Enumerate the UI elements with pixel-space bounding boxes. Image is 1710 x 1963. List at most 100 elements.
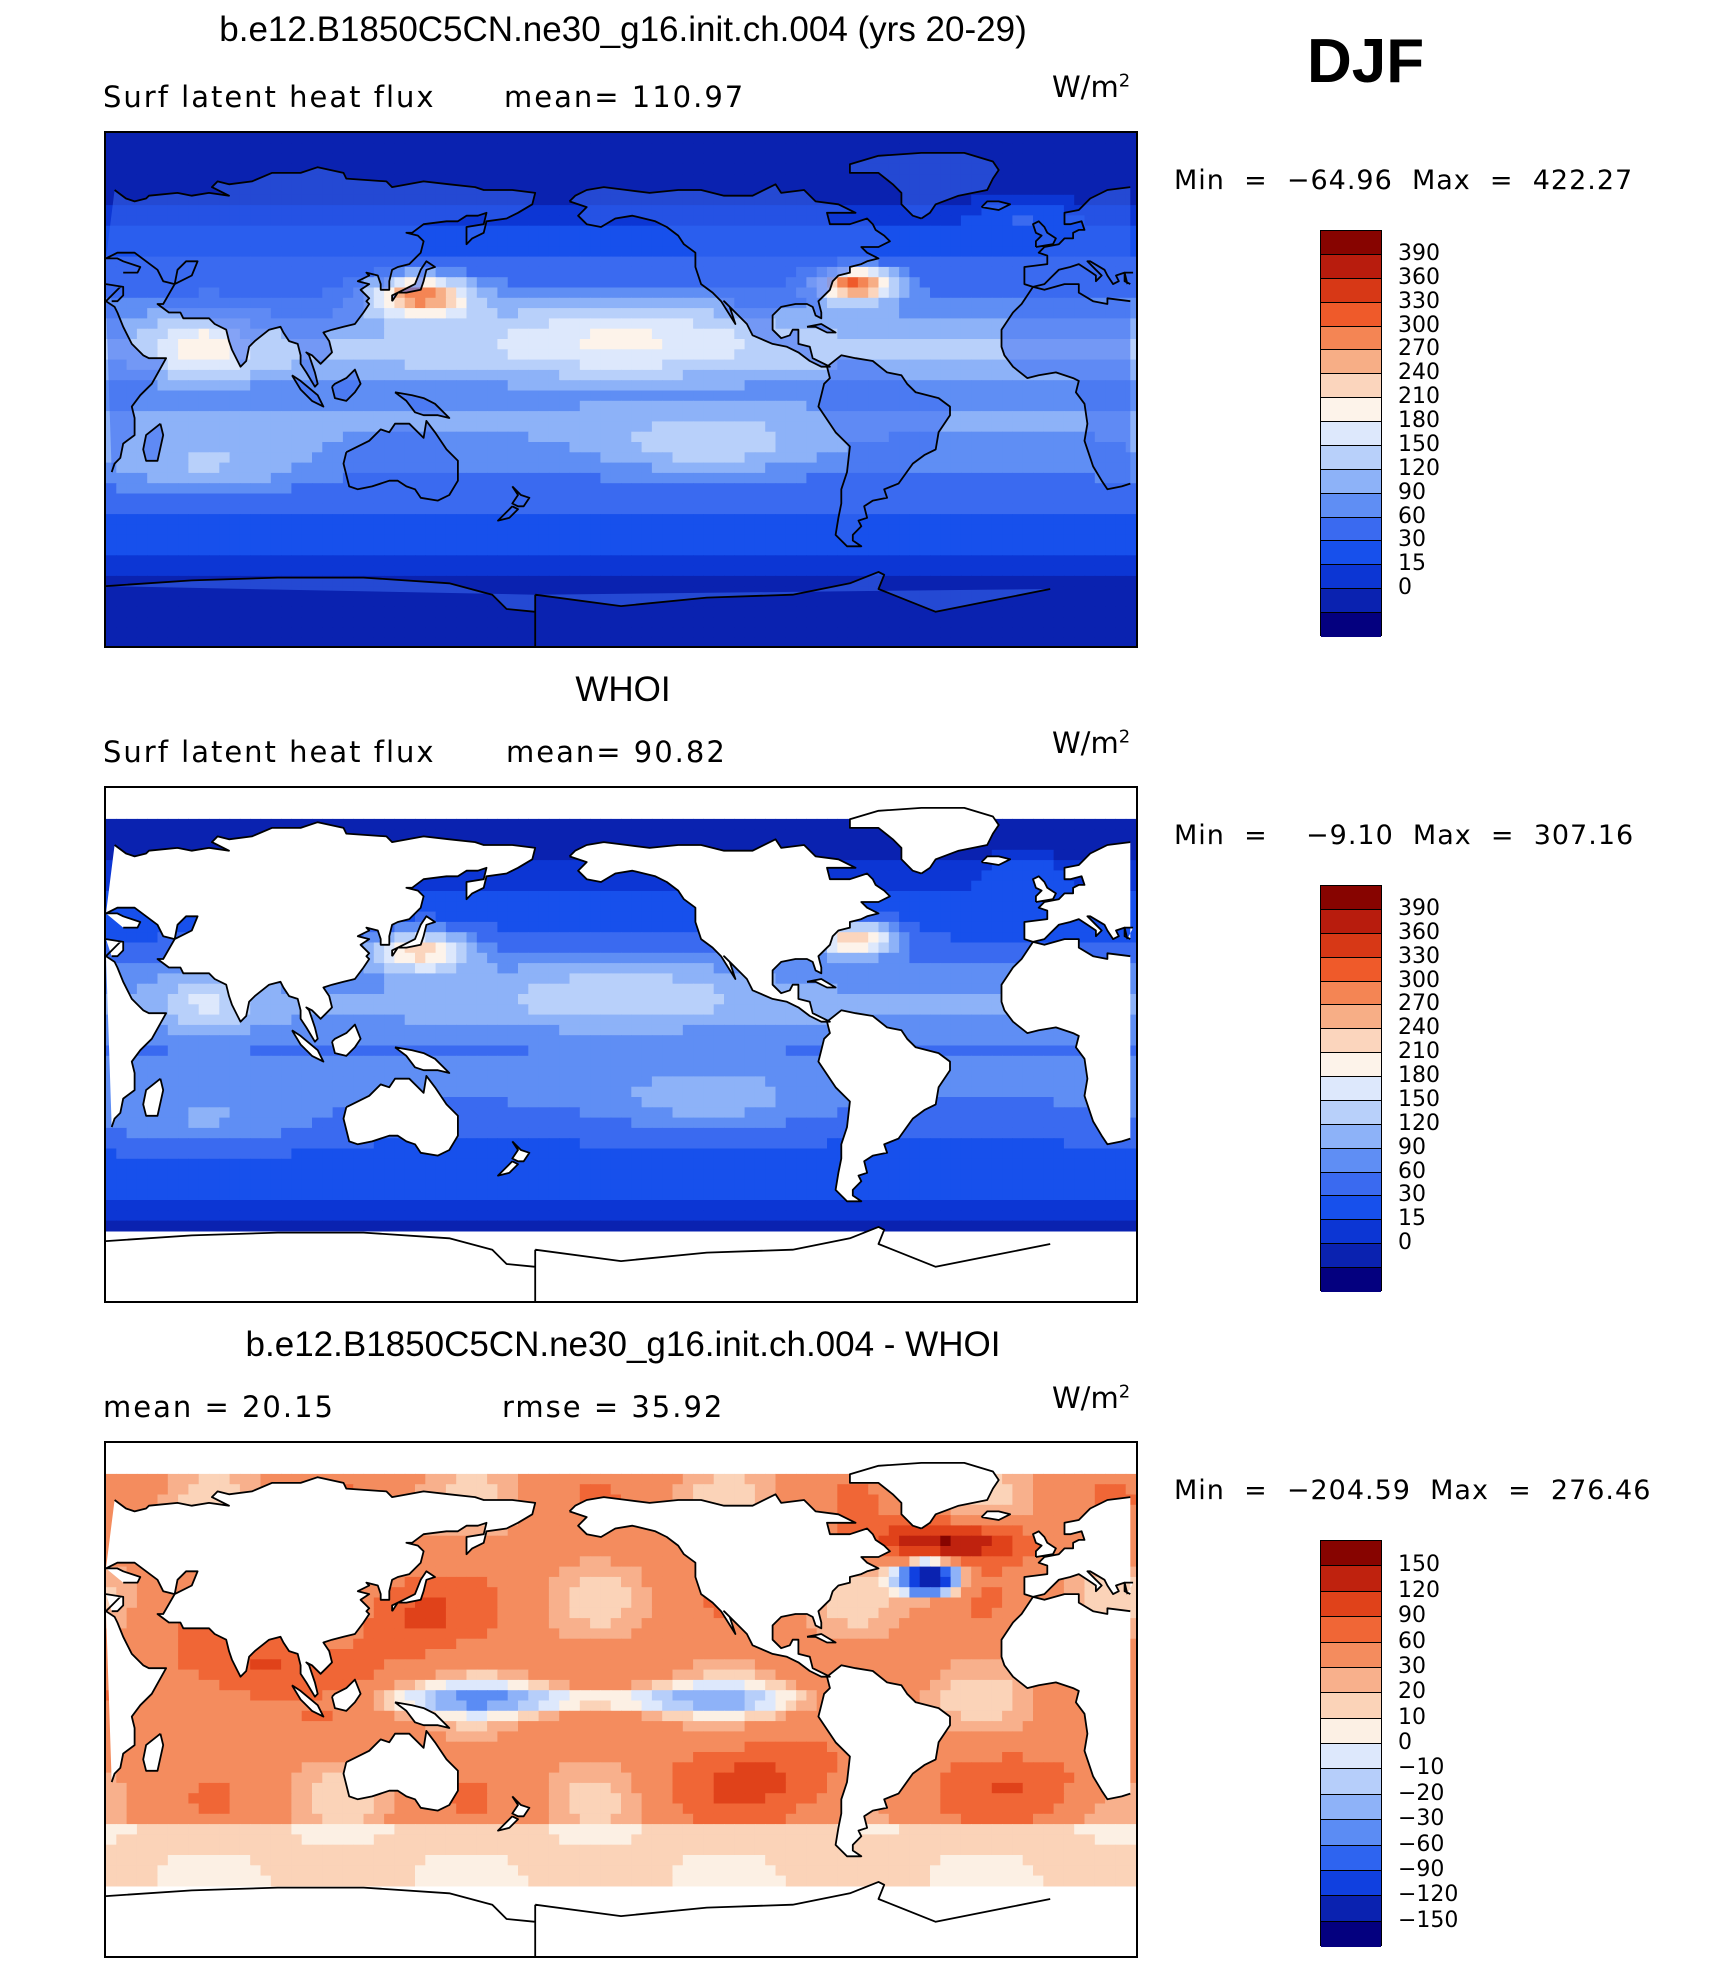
field-cell <box>651 349 663 361</box>
field-cell <box>682 133 694 144</box>
field-cell <box>785 627 797 639</box>
field-cell <box>899 493 910 505</box>
field-cell <box>353 411 365 422</box>
field-cell <box>425 133 437 144</box>
field-cell <box>404 503 416 515</box>
field-cell <box>415 369 426 381</box>
field-cell <box>229 545 241 556</box>
field-cell <box>971 308 983 319</box>
field-cell <box>425 256 437 268</box>
field-cell <box>1053 534 1065 546</box>
field-cell <box>775 606 787 618</box>
field-cell <box>435 534 447 546</box>
field-cell <box>569 225 581 237</box>
field-cell <box>209 442 220 453</box>
field-cell <box>1002 174 1013 186</box>
field-cell <box>126 606 138 618</box>
field-cell <box>126 596 138 608</box>
field-cell <box>631 318 643 330</box>
field-cell <box>147 266 159 278</box>
field-cell <box>270 586 282 598</box>
field-cell <box>868 133 880 144</box>
field-cell <box>167 349 179 361</box>
field-cell <box>631 421 643 433</box>
field-cell <box>579 421 591 433</box>
field-cell <box>1043 514 1055 525</box>
field-cell <box>1012 236 1024 247</box>
field-cell <box>384 339 395 350</box>
field-cell <box>754 586 766 598</box>
field-cell <box>116 617 128 628</box>
field-cell <box>116 575 128 587</box>
field-cell <box>981 297 993 309</box>
field-cell <box>281 565 292 577</box>
field-cell <box>816 534 828 546</box>
field-cell <box>456 555 468 567</box>
field-cell <box>610 586 622 598</box>
field-cell <box>239 514 251 525</box>
field-cell <box>229 431 241 443</box>
field-cell <box>1084 503 1096 515</box>
field-cell <box>363 380 375 392</box>
field-cell <box>415 627 426 639</box>
field-cell <box>724 493 735 505</box>
field-cell <box>332 452 344 464</box>
field-cell <box>610 266 622 278</box>
field-cell <box>106 472 117 484</box>
field-cell <box>1094 596 1106 608</box>
field-cell <box>312 596 323 608</box>
field-cell <box>342 143 354 155</box>
field-cell <box>878 308 890 319</box>
field-cell <box>116 266 128 278</box>
field-cell <box>106 637 117 646</box>
field-cell <box>693 163 704 175</box>
field-cell <box>507 153 519 165</box>
field-cell <box>1063 205 1075 216</box>
field-cell <box>476 328 488 340</box>
field-cell <box>435 369 447 381</box>
field-cell <box>373 617 385 628</box>
field-cell <box>672 359 684 371</box>
field-cell <box>353 503 365 515</box>
field-cell <box>538 256 550 268</box>
field-cell <box>106 266 117 278</box>
field-cell <box>651 184 663 196</box>
field-cell <box>682 266 694 278</box>
field-cell <box>518 225 529 237</box>
field-cell <box>1105 174 1116 186</box>
field-cell <box>106 297 117 309</box>
field-cell <box>631 575 643 587</box>
field-cell <box>744 143 756 155</box>
field-cell <box>229 380 241 392</box>
field-cell <box>682 174 694 186</box>
field-cell <box>342 153 354 165</box>
field-cell <box>857 133 869 144</box>
field-cell <box>456 380 468 392</box>
field-cell <box>466 452 478 464</box>
field-cell <box>703 514 715 525</box>
field-cell <box>930 472 941 484</box>
field-cell <box>888 236 900 247</box>
field-cell <box>528 586 540 598</box>
field-cell <box>1012 194 1024 206</box>
field-cell <box>971 236 983 247</box>
field-cell <box>1022 431 1034 443</box>
field-cell <box>425 225 437 237</box>
field-cell <box>219 483 231 495</box>
field-cell <box>312 380 323 392</box>
field-cell <box>415 565 426 577</box>
field-cell <box>507 606 519 618</box>
field-cell <box>456 545 468 556</box>
field-cell <box>528 400 540 412</box>
field-cell <box>693 349 704 361</box>
field-cell <box>373 483 385 495</box>
field-cell <box>857 606 869 618</box>
field-cell <box>713 606 725 618</box>
field-cell <box>1074 596 1086 608</box>
field-cell <box>724 555 735 567</box>
field-cell <box>857 297 869 309</box>
field-cell <box>610 380 622 392</box>
field-cell <box>724 483 735 495</box>
field-cell <box>1043 143 1055 155</box>
field-cell <box>837 174 849 186</box>
